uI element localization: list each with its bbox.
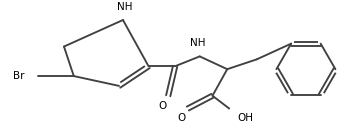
Text: NH: NH [117,2,133,12]
Text: O: O [158,101,167,111]
Text: OH: OH [237,113,253,123]
Text: Br: Br [13,71,25,81]
Text: O: O [178,113,186,123]
Text: NH: NH [190,38,205,48]
